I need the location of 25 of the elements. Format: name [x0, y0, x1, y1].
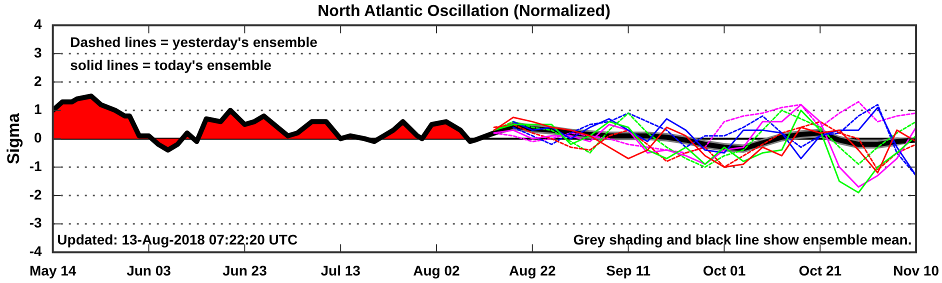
x-tick-label: Oct 21	[798, 262, 842, 278]
x-tick-label: Sep 11	[606, 262, 651, 278]
y-tick-label: 0	[34, 130, 42, 146]
y-tick-label: 3	[34, 44, 42, 60]
x-tick-label: May 14	[29, 262, 76, 278]
y-tick-label: -3	[29, 214, 42, 231]
y-tick-label: 1	[34, 101, 42, 118]
x-tick-label: Aug 22	[509, 262, 556, 278]
x-tick-label: Jul 13	[320, 262, 361, 278]
x-tick-label: Jun 03	[126, 262, 172, 278]
chart-title: North Atlantic Oscillation (Normalized)	[318, 3, 610, 20]
y-tick-label: -2	[29, 186, 42, 202]
y-tick-label: 4	[34, 16, 42, 32]
y-tick-label: 2	[34, 72, 42, 89]
y-axis-title: Sigma	[4, 112, 23, 164]
annotation: Dashed lines = yesterday's ensemble	[70, 34, 318, 50]
annotation: Grey shading and black line show ensemble mean.	[573, 232, 912, 248]
y-tick-label: -4	[29, 243, 42, 260]
x-tick-label: Jun 23	[222, 262, 268, 278]
x-tick-label: Nov 10	[893, 262, 940, 278]
x-tick-label: Oct 01	[702, 262, 746, 278]
annotation: solid lines = today's ensemble	[70, 56, 272, 73]
y-tick-label: -1	[29, 158, 42, 174]
x-tick-label: Aug 02	[413, 262, 460, 278]
annotation: Updated: 13-Aug-2018 07:22:20 UTC	[57, 232, 298, 248]
